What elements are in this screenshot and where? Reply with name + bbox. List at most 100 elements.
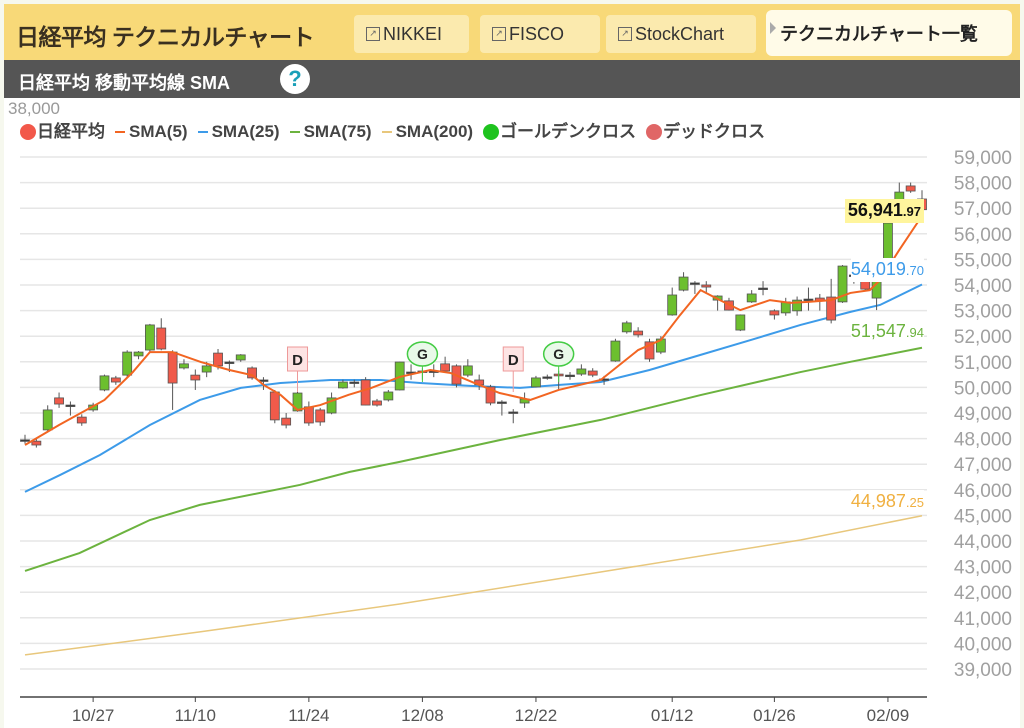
sma-line-sma75: [24, 346, 923, 572]
candle-body: [826, 296, 837, 321]
sma-line-sma200: [24, 514, 923, 656]
external-link-icon: ↗: [366, 27, 380, 41]
golden-cross-marker: G: [406, 341, 439, 382]
sma75-last-label: 51,547.94: [850, 320, 924, 344]
y-tick-label: 40,000: [954, 634, 1012, 655]
external-link-icon: ↗: [618, 27, 632, 41]
marker-circle: [542, 341, 575, 367]
chart-legend: 日経平均 SMA(5) SMA(25) SMA(75) SMA(200) ゴールデンクロス…: [20, 122, 775, 142]
candle: [667, 287, 678, 316]
candle-body: [644, 341, 655, 360]
y-tick-label: 41,000: [954, 609, 1012, 630]
candle: [576, 364, 587, 376]
x-tick-label: 02/09: [867, 706, 910, 725]
y-tick-label: 57,000: [954, 199, 1012, 220]
candle: [247, 366, 257, 380]
candle: [31, 438, 42, 448]
legend-item[interactable]: SMA(25): [197, 122, 280, 142]
candle-body: [303, 406, 314, 424]
candle: [758, 281, 768, 296]
marker-label: G: [417, 346, 428, 362]
marker-label: G: [553, 346, 564, 362]
y-tick-label: 39,000: [954, 660, 1012, 681]
marker-circle: [406, 341, 439, 367]
legend-item[interactable]: SMA(75): [289, 122, 372, 142]
candle-body: [769, 310, 780, 316]
candle-body: [156, 327, 167, 350]
candle-body: [803, 298, 814, 301]
candle: [610, 338, 621, 362]
candle-body: [88, 404, 99, 411]
candle: [326, 392, 337, 415]
chart-title-bar: 日経平均 移動平均線 SMA ?: [4, 60, 1020, 98]
candle: [235, 354, 246, 362]
legend-item[interactable]: ゴールデンクロス: [483, 122, 636, 142]
candle: [826, 278, 837, 324]
candle-body: [167, 351, 178, 384]
external-link-icon: ↗: [492, 27, 506, 41]
candle: [621, 320, 632, 334]
y-tick-label: 47,000: [954, 455, 1012, 476]
help-icon[interactable]: ?: [280, 64, 310, 94]
candle-body: [372, 400, 382, 406]
candle-body: [349, 381, 360, 384]
candle: [269, 389, 280, 424]
candle: [110, 375, 121, 385]
candle-body: [758, 287, 768, 290]
y-tick-label: 56,000: [954, 225, 1012, 246]
circle-marker-icon: [20, 124, 36, 140]
candle-body: [678, 276, 689, 291]
candle-body: [235, 354, 246, 361]
candle: [122, 350, 133, 378]
legend-item[interactable]: SMA(5): [115, 122, 188, 142]
marker-box: [287, 346, 309, 372]
candle: [905, 182, 916, 193]
candle: [531, 375, 541, 388]
legend-item[interactable]: SMA(200): [381, 122, 473, 142]
legend-item[interactable]: デッドクロス: [646, 122, 765, 142]
x-tick-label: 01/12: [651, 706, 694, 725]
candle-body: [213, 352, 223, 367]
candle: [179, 359, 189, 370]
candle-body: [542, 376, 553, 379]
candle-body: [690, 282, 700, 285]
y-tick-label: 55,000: [954, 250, 1012, 271]
y-tick-label: 48,000: [954, 430, 1012, 451]
candle-body: [360, 379, 371, 406]
x-tick-label: 11/10: [175, 706, 216, 725]
candle-body: [110, 377, 121, 383]
fisco-link-label: FISCO: [509, 23, 565, 44]
candle: [746, 290, 757, 303]
candle-body: [837, 265, 848, 303]
legend-item[interactable]: 日経平均: [20, 122, 105, 142]
technical-chart-list-button[interactable]: テクニカルチャート一覧: [766, 10, 1012, 56]
sma25-last-dec: .70: [905, 263, 924, 278]
candle-body: [133, 351, 144, 357]
candle-body: [383, 391, 394, 401]
candle-body: [440, 363, 451, 372]
x-tick-label: 12/22: [515, 706, 558, 725]
fisco-link-button[interactable]: ↗ FISCO: [480, 15, 600, 53]
candle: [349, 379, 360, 388]
marker-label: D: [292, 352, 303, 369]
circle-marker-icon: [483, 124, 500, 140]
circle-marker-icon: [646, 124, 663, 140]
candle: [338, 379, 348, 389]
y-tick-label: 49,000: [954, 404, 1012, 425]
candle-body: [496, 401, 507, 404]
stockchart-link-button[interactable]: ↗ StockChart: [606, 15, 756, 53]
golden-cross-marker: G: [542, 341, 575, 382]
nikkei-link-button[interactable]: ↗ NIKKEI: [354, 15, 469, 53]
legend-label: デッドクロス: [663, 122, 766, 141]
candle: [542, 374, 553, 380]
candle: [406, 364, 416, 380]
candle: [485, 384, 496, 406]
last-price-int: 56,941: [847, 200, 903, 220]
stockchart-link-label: StockChart: [635, 23, 725, 44]
candle: [587, 368, 598, 378]
line-marker-icon: [289, 131, 300, 133]
dead-cross-marker: D: [287, 346, 309, 392]
candle-body: [201, 365, 212, 373]
candle: [303, 401, 314, 426]
